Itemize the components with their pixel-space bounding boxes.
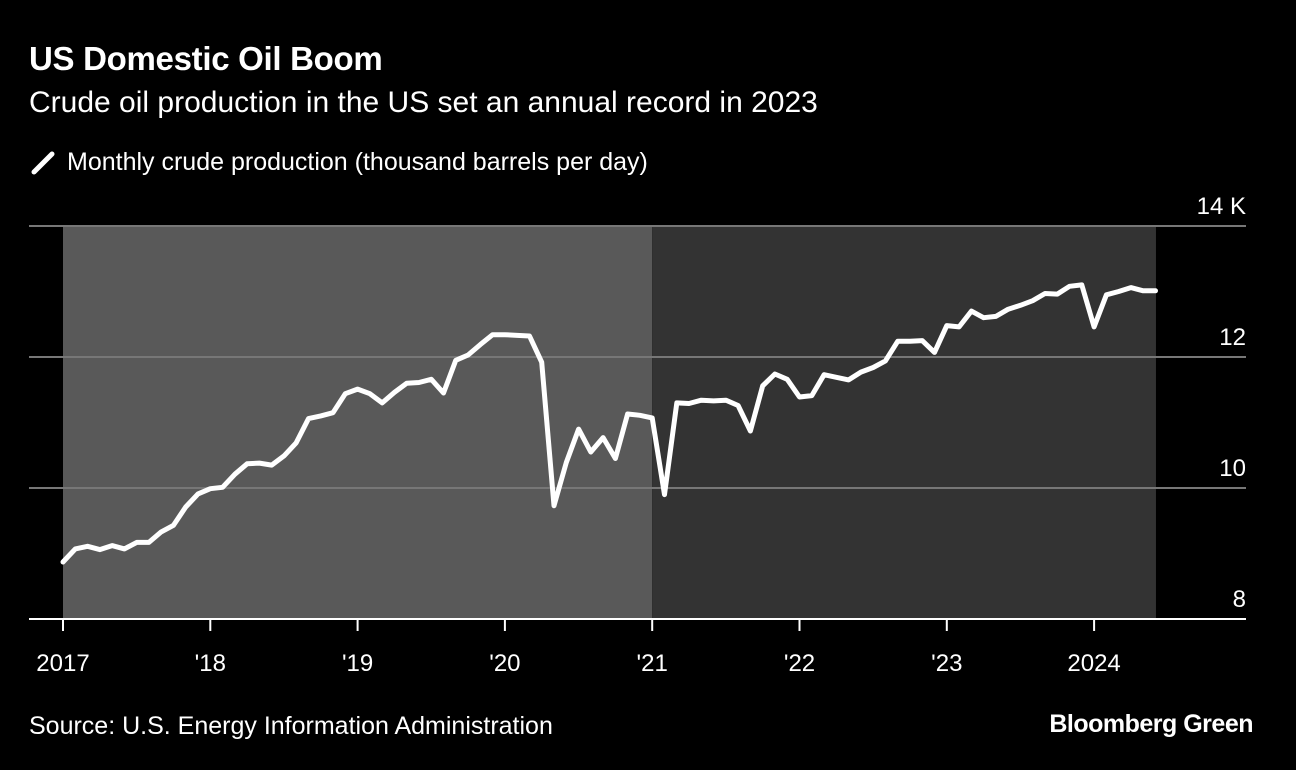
y-tick-label-8000: 8 [1233, 586, 1246, 613]
shaded-periods [63, 226, 1156, 619]
legend: Monthly crude production (thousand barre… [29, 148, 648, 177]
y-tick-label-12000: 12 [1219, 324, 1246, 351]
x-tick-label-2022: '22 [784, 650, 815, 677]
source-note: Source: U.S. Energy Information Administ… [29, 712, 553, 740]
shaded-period-0 [63, 226, 653, 619]
x-tick-label-2024: 2024 [1067, 650, 1120, 677]
legend-line-icon [31, 151, 55, 174]
brand-logo: Bloomberg Green [1049, 710, 1253, 738]
chart-subtitle: Crude oil production in the US set an an… [29, 86, 818, 119]
gridlines [29, 225, 1246, 489]
y-tick-label-14000: 14 K [1197, 193, 1246, 220]
series-line-crude-production [60, 282, 1158, 565]
x-tick-label-2021: '21 [637, 650, 668, 677]
x-tick-label-2023: '23 [931, 650, 962, 677]
x-tick-label-2019: '19 [342, 650, 373, 677]
shaded-period-1 [652, 226, 1156, 619]
x-axis: 2017 '18 '19 '20 '21 '22 '23 2024 [29, 618, 1246, 677]
x-tick-label-2020: '20 [489, 650, 520, 677]
x-tick-label-2018: '18 [195, 650, 226, 677]
y-tick-label-10000: 10 [1219, 455, 1246, 482]
x-tick-label-2017: 2017 [36, 650, 89, 677]
chart-title: US Domestic Oil Boom [29, 40, 383, 77]
series-group [60, 282, 1158, 565]
legend-label: Monthly crude production (thousand barre… [67, 148, 648, 176]
y-axis: 8 10 12 14 K [1197, 193, 1246, 613]
